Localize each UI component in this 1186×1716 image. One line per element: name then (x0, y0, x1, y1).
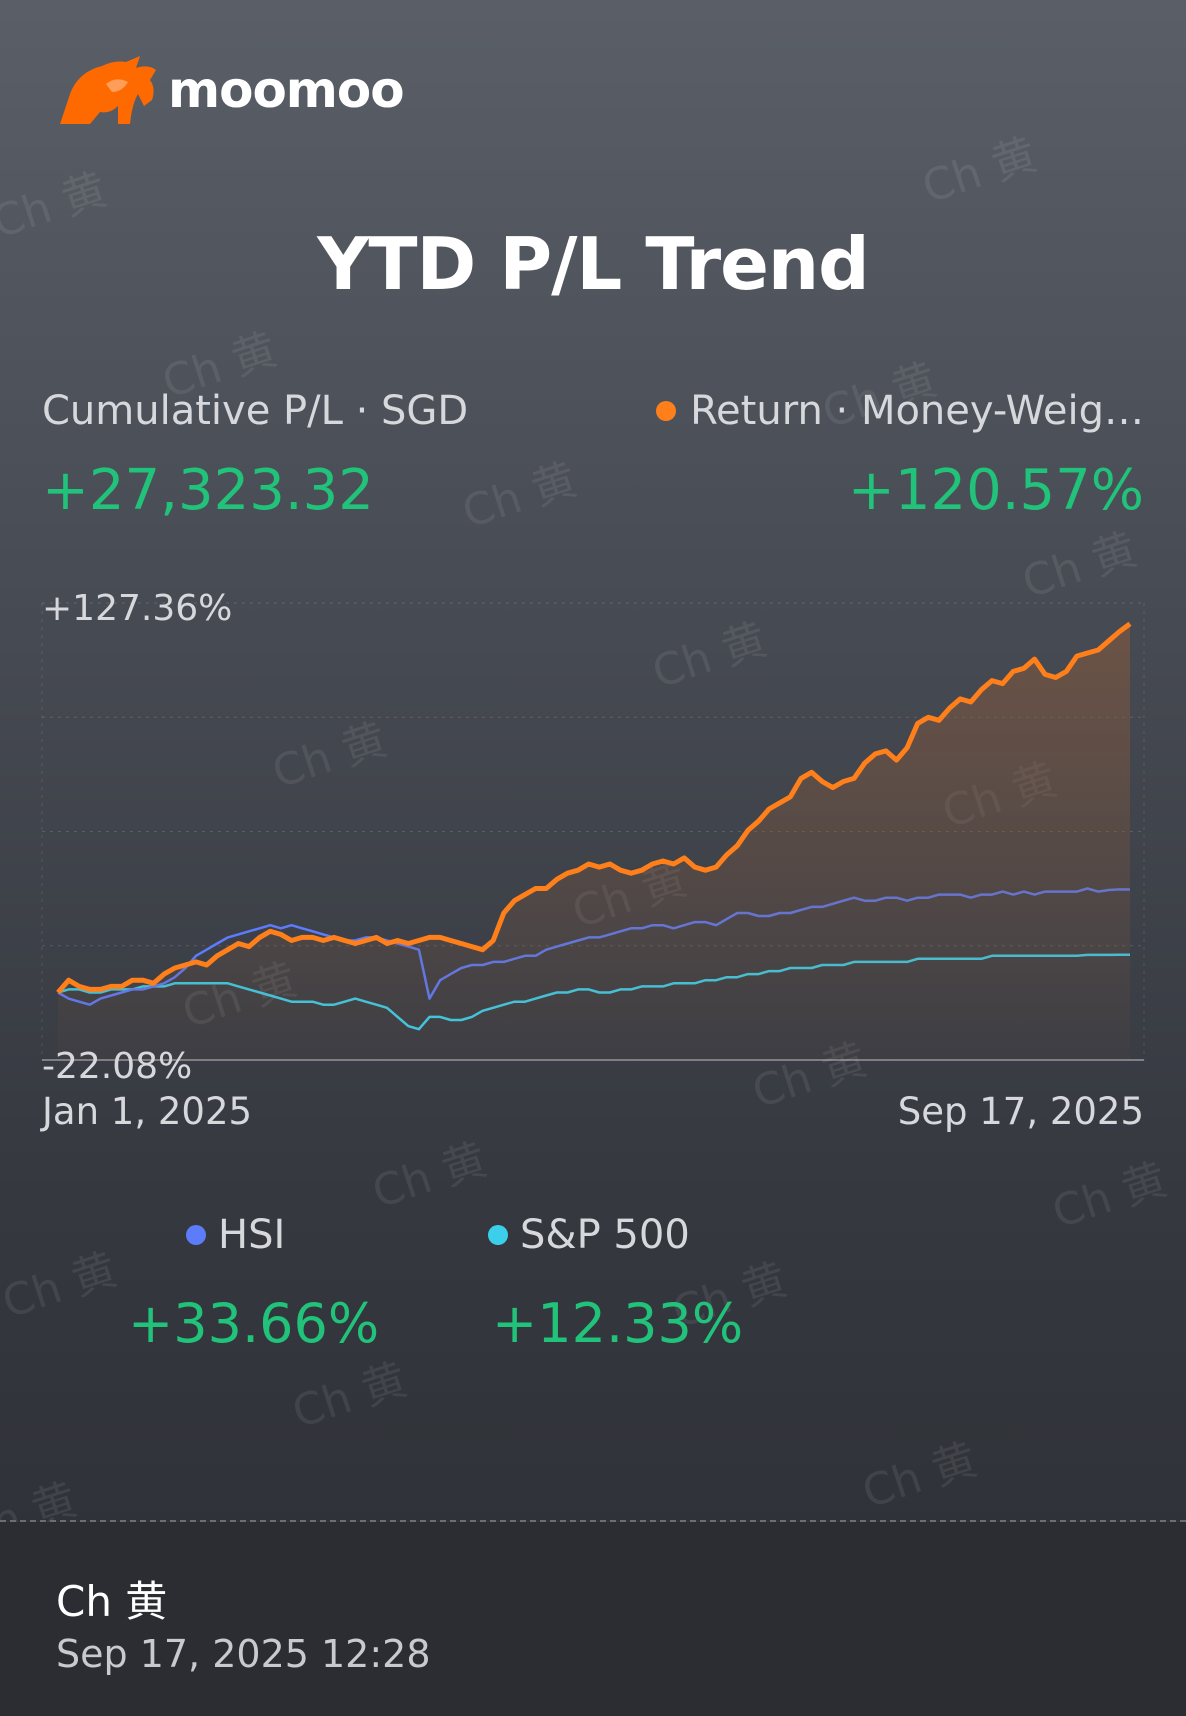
return-value: +120.57% (847, 458, 1144, 523)
watermark-text: Ch 黄 (1046, 1154, 1174, 1239)
sp500-legend-dot (488, 1225, 508, 1245)
brand-name: moomoo (168, 61, 405, 119)
watermark-text: Ch 黄 (286, 1354, 414, 1439)
footer-user-name: Ch 黄 (56, 1577, 168, 1626)
return-area-fill (58, 623, 1130, 1060)
chart-series-layer (56, 621, 1132, 1060)
pl-trend-chart[interactable]: +127.36% -22.08% (0, 0, 1186, 1100)
hsi-legend-dot (186, 1225, 206, 1245)
hsi-label: HSI (218, 1212, 286, 1258)
cumulative-pl-value: +27,323.32 (42, 458, 374, 523)
watermark-text: Ch 黄 (0, 1244, 124, 1329)
series-line-return (56, 621, 1132, 995)
bull-icon (60, 56, 156, 124)
return-legend-dot (656, 401, 677, 421)
y-min-label: -22.08% (42, 1046, 192, 1087)
footer-divider (0, 1520, 1186, 1522)
legend-sp500[interactable]: S&P 500 (488, 1212, 690, 1258)
legend-hsi[interactable]: HSI (186, 1212, 285, 1258)
footer-timestamp: Sep 17, 2025 12:28 (56, 1632, 431, 1676)
page-title: YTD P/L Trend (317, 222, 869, 306)
x-start-label: Jan 1, 2025 (42, 1090, 253, 1133)
x-end-label: Sep 17, 2025 (897, 1090, 1144, 1133)
sp500-value: +12.33% (492, 1292, 744, 1355)
footer (0, 1522, 1186, 1716)
return-label[interactable]: Return · Money-Weig… (656, 388, 1144, 434)
watermark-text: Ch 黄 (366, 1134, 494, 1219)
y-max-label: +127.36% (42, 588, 232, 629)
hsi-value: +33.66% (128, 1292, 380, 1355)
return-label-text: Return · Money-Weig… (690, 388, 1144, 434)
cumulative-pl-label: Cumulative P/L · SGD (42, 388, 469, 434)
sp500-label: S&P 500 (520, 1212, 690, 1258)
watermark-text: Ch 黄 (856, 1434, 984, 1519)
brand-logo: moomoo (56, 54, 405, 126)
